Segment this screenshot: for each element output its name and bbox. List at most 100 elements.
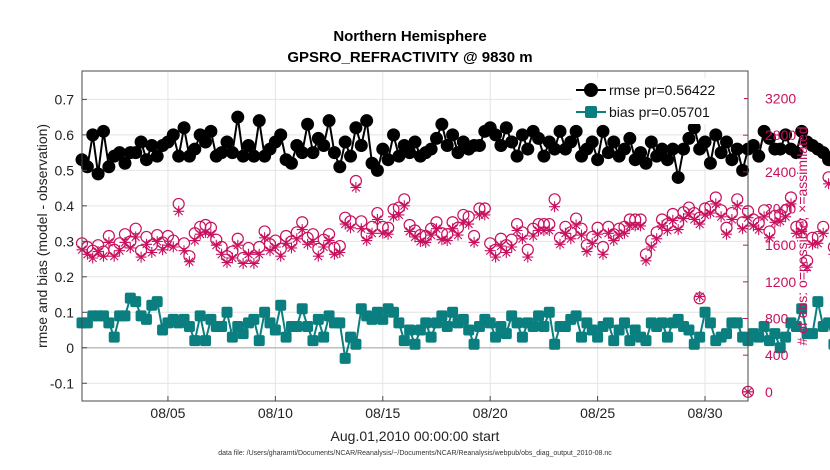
rmse-point (730, 142, 744, 156)
rmse-point (736, 163, 750, 177)
assimilated-point (619, 227, 630, 239)
rmse-point (634, 146, 648, 160)
rmse-point (494, 139, 508, 153)
assimilated-point (457, 216, 469, 228)
assimilated-point (388, 211, 399, 223)
legend-bias-label: bias pr=0.05701 (609, 104, 710, 120)
assimilated-point (103, 236, 115, 248)
rmse-point (601, 146, 615, 160)
rmse-point (134, 135, 148, 149)
bias-point (511, 317, 523, 329)
rmse-point (80, 160, 94, 174)
bias-point (769, 328, 781, 340)
assimilated-point (613, 229, 625, 241)
assimilated-point (490, 251, 502, 263)
assimilated-point (769, 216, 781, 228)
assimilated-point (479, 209, 491, 221)
rmse-point (338, 135, 352, 149)
assimilated-point (130, 231, 142, 243)
rmse-point (472, 139, 486, 153)
bias-point (624, 335, 636, 347)
rmse-point (666, 142, 680, 156)
bias-point (490, 331, 502, 343)
rmse-point (354, 139, 368, 153)
bias-point (296, 303, 308, 315)
assimilated-point (721, 228, 732, 240)
series-layer (75, 110, 830, 398)
rmse-point (86, 128, 100, 142)
bias-point (140, 313, 152, 325)
bias-point (731, 317, 743, 329)
rmse-point (113, 146, 127, 160)
assimilated-point (527, 230, 539, 242)
assimilated-point (780, 211, 792, 223)
rmse-point (322, 114, 336, 128)
bias-point (608, 335, 620, 347)
rmse-point (746, 139, 760, 153)
assimilated-point (737, 223, 749, 235)
rmse-point (403, 146, 417, 160)
assimilated-point (576, 229, 587, 241)
bias-point (388, 306, 400, 318)
bias-point (269, 324, 281, 336)
rmse-point (591, 153, 605, 167)
assimilated-point (747, 220, 759, 232)
rmse-point (795, 124, 809, 138)
rmse-point (96, 124, 110, 138)
rmse-point (370, 163, 384, 177)
bias-point (774, 342, 786, 354)
assimilated-point (216, 248, 228, 260)
y-axis-label: rmse and bias (model - observation) (34, 124, 50, 348)
bias-point (398, 335, 410, 347)
rmse-point (532, 131, 546, 145)
bias-point (806, 328, 818, 340)
assimilated-point (758, 211, 770, 223)
assimilated-point (452, 229, 464, 241)
rmse-point (429, 131, 443, 145)
assimilated-point (361, 235, 373, 247)
assimilated-point (506, 241, 518, 253)
y-tick-label: 0.4 (55, 198, 75, 214)
assimilated-point (807, 238, 818, 250)
assimilated-point (366, 227, 378, 239)
x-tick-label: 08/05 (150, 405, 185, 421)
assimilated-point (350, 181, 362, 193)
rmse-point (440, 139, 454, 153)
assimilated-point (683, 208, 695, 220)
rmse-point (489, 128, 503, 142)
bias-point (248, 313, 260, 325)
bias-point (823, 317, 830, 329)
rmse-point (317, 139, 331, 153)
chart-subtitle: GPSRO_REFRACTIVITY @ 9830 m (287, 49, 532, 66)
rmse-point (660, 153, 674, 167)
assimilated-point (790, 227, 802, 239)
rmse-point (236, 149, 250, 163)
assimilated-point (447, 223, 459, 235)
rmse-point (827, 150, 830, 162)
rmse-point (644, 135, 658, 149)
assimilated-point (431, 223, 442, 235)
rmse-point (537, 149, 551, 163)
rmse-point (564, 135, 578, 149)
bias-point (533, 310, 545, 322)
bias-point (721, 328, 733, 340)
assimilated-point (275, 250, 287, 262)
y-tick-label: 0.6 (55, 127, 75, 143)
assimilated-point (307, 236, 319, 247)
rmse-point (617, 142, 631, 156)
bias-point (463, 324, 475, 336)
bias-point (812, 296, 824, 308)
assimilated-point (167, 241, 179, 253)
rmse-point (548, 142, 562, 156)
bias-point (393, 317, 405, 329)
rmse-point (327, 146, 341, 160)
assimilated-point (291, 233, 303, 245)
assimilated-point (328, 248, 340, 260)
assimilated-point (119, 236, 131, 248)
bias-point (436, 310, 448, 322)
assimilated-point (817, 227, 829, 239)
bias-point (753, 331, 765, 343)
assimilated-point (645, 241, 657, 253)
rmse-point (720, 135, 734, 149)
bias-point (790, 320, 802, 332)
